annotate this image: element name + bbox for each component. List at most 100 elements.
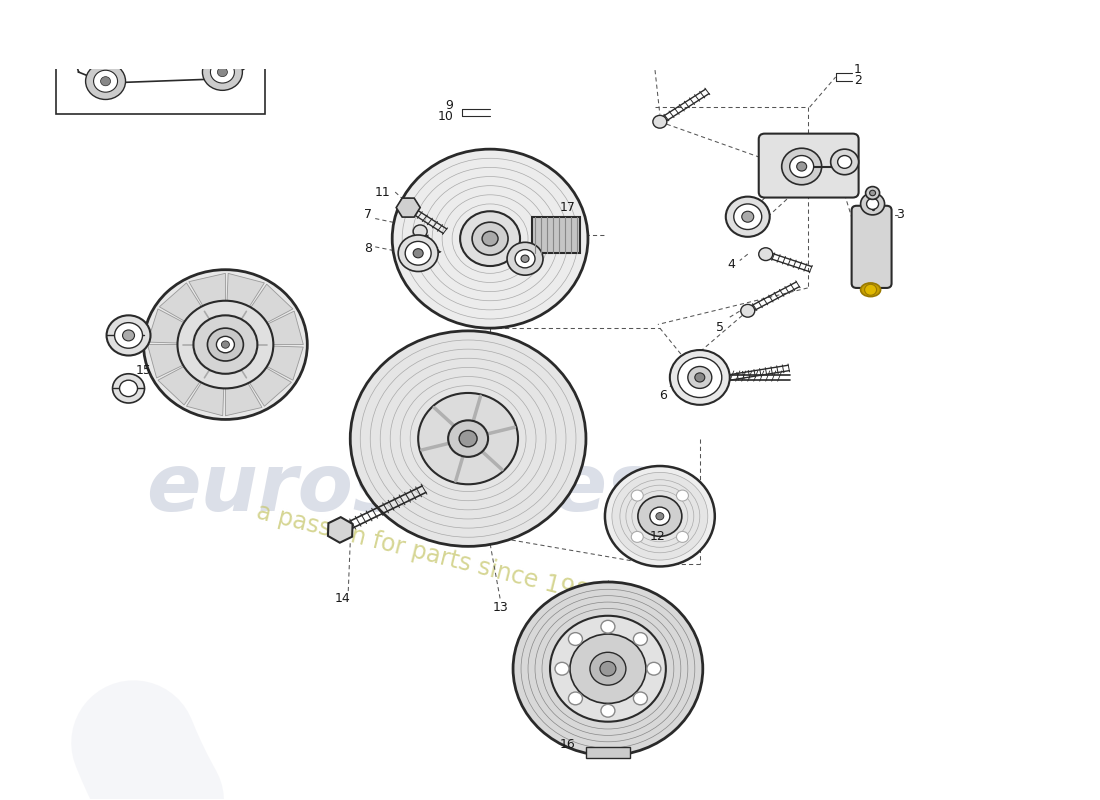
Circle shape [600,662,616,676]
Circle shape [570,634,646,703]
Circle shape [393,149,588,328]
Text: 3: 3 [895,208,903,222]
Circle shape [631,531,644,542]
Polygon shape [267,346,304,380]
Circle shape [653,115,667,128]
Circle shape [405,242,431,265]
Polygon shape [328,517,353,542]
Bar [532,217,580,254]
Circle shape [418,393,518,484]
Circle shape [601,620,615,633]
Text: 8: 8 [364,242,372,255]
Circle shape [482,231,498,246]
Circle shape [634,633,648,646]
Bar [56,0,265,114]
Circle shape [782,148,822,185]
Polygon shape [226,383,262,416]
Circle shape [676,490,689,501]
Circle shape [837,155,851,168]
Circle shape [550,616,666,722]
Text: 15: 15 [135,364,152,377]
Circle shape [398,235,438,271]
Circle shape [650,507,670,526]
Circle shape [208,328,243,361]
Circle shape [398,198,418,217]
Polygon shape [396,198,420,217]
Circle shape [350,331,586,546]
Polygon shape [250,368,292,406]
Polygon shape [160,283,201,322]
Circle shape [86,63,125,99]
Circle shape [143,270,307,419]
Circle shape [513,582,703,755]
Circle shape [507,242,543,275]
Circle shape [590,652,626,685]
Circle shape [695,373,705,382]
Circle shape [217,336,234,353]
Circle shape [122,330,134,341]
Circle shape [670,350,729,405]
Ellipse shape [860,283,881,297]
Text: 1: 1 [854,63,861,76]
Circle shape [459,430,477,447]
Text: 5: 5 [716,321,724,334]
Circle shape [796,162,806,171]
Circle shape [726,197,770,237]
Circle shape [460,211,520,266]
Text: 5: 5 [634,0,642,2]
Circle shape [741,211,754,222]
Circle shape [202,54,242,90]
Circle shape [734,204,761,230]
Circle shape [107,315,151,355]
Text: 17: 17 [560,201,576,214]
Circle shape [94,70,118,92]
Circle shape [515,250,535,268]
Text: 16: 16 [560,738,576,751]
Polygon shape [251,284,293,322]
Text: 2: 2 [854,74,861,87]
Text: 12: 12 [650,530,666,543]
Circle shape [601,704,615,717]
Circle shape [100,77,111,86]
Polygon shape [147,345,183,378]
Text: 9: 9 [446,99,453,112]
Text: 4: 4 [728,258,736,270]
Polygon shape [267,311,304,345]
Circle shape [631,490,644,501]
Circle shape [605,466,715,566]
Circle shape [647,662,661,675]
Circle shape [218,67,228,77]
Circle shape [638,496,682,536]
Polygon shape [121,2,219,38]
Circle shape [221,341,230,348]
FancyBboxPatch shape [759,134,859,198]
Circle shape [866,186,880,199]
Circle shape [860,193,884,215]
Circle shape [612,473,707,560]
Circle shape [414,225,427,238]
Bar [586,747,630,758]
Circle shape [177,301,273,388]
Text: eurospares: eurospares [145,450,654,528]
Text: 14: 14 [334,592,350,605]
Circle shape [556,662,569,675]
Circle shape [634,692,648,705]
Text: 13: 13 [492,601,508,614]
Text: 7: 7 [364,208,372,222]
Circle shape [120,380,138,397]
Text: 11: 11 [374,186,390,198]
Polygon shape [187,382,223,416]
Text: 10: 10 [437,110,453,122]
FancyBboxPatch shape [851,206,892,288]
Polygon shape [189,274,226,306]
Circle shape [688,366,712,388]
Circle shape [870,190,876,196]
Circle shape [112,374,144,403]
Circle shape [114,322,143,348]
Circle shape [865,284,877,295]
Circle shape [414,249,424,258]
Circle shape [194,315,257,374]
Text: a passion for parts since 1985: a passion for parts since 1985 [254,500,606,610]
Circle shape [210,61,234,83]
Circle shape [759,248,772,261]
